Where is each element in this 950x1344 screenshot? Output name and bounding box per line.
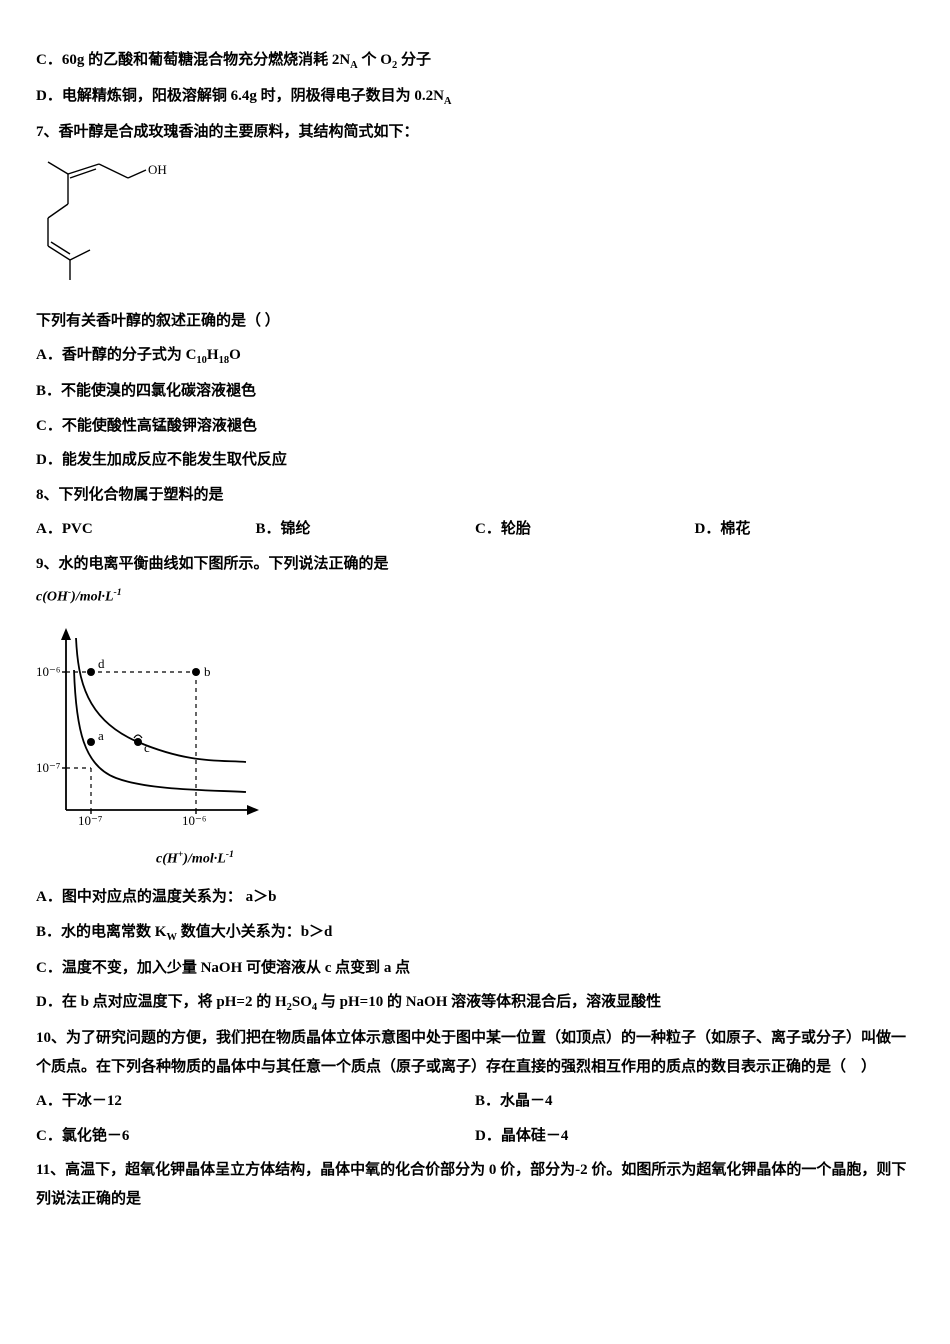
q9-d-mid: SO [292, 994, 312, 1010]
q8-stem: 8、下列化合物属于塑料的是 [36, 481, 914, 510]
q7-option-d: D．能发生加成反应不能发生取代反应 [36, 446, 914, 475]
svg-text:a: a [98, 728, 104, 743]
q10-option-d: D．晶体硅－4 [475, 1122, 914, 1151]
q7-a-sub2: 18 [219, 355, 230, 366]
q9-b-sub: W [166, 932, 177, 943]
q10-option-c: C．氯化铯－6 [36, 1122, 475, 1151]
q9-chart: 10⁻⁶ 10⁻⁷ 10⁻⁷ 10⁻⁶ a b c d [36, 620, 914, 841]
svg-text:d: d [98, 656, 105, 671]
q6-c-tail: 个 O [358, 52, 392, 68]
q8-options: A．PVC B．锦纶 C．轮胎 D．棉花 [36, 515, 914, 544]
q8-option-a: A．PVC [36, 515, 256, 544]
svg-text:10⁻⁶: 10⁻⁶ [182, 813, 206, 828]
q9-d-pre: D．在 b 点对应温度下，将 pH=2 的 H [36, 994, 287, 1010]
q7-option-a: A．香叶醇的分子式为 C10H18O [36, 341, 914, 371]
q6-c-text: C．60g 的乙酸和葡萄糖混合物充分燃烧消耗 2N [36, 52, 350, 68]
q7-structure-figure: OH [36, 154, 914, 295]
q7-a-end: O [229, 347, 241, 363]
molecule-svg: OH [36, 154, 176, 284]
q6-option-d: D．电解精炼铜，阳极溶解铜 6.4g 时，阴极得电子数目为 0.2NA [36, 82, 914, 112]
q10-option-a: A．干冰－12 [36, 1087, 475, 1116]
svg-text:b: b [204, 664, 211, 679]
svg-text:10⁻⁷: 10⁻⁷ [36, 760, 60, 775]
q9-xlabel: c(H+)/mol·L-1 [156, 846, 914, 873]
q9-option-d: D．在 b 点对应温度下，将 pH=2 的 H2SO4 与 pH=10 的 Na… [36, 988, 914, 1018]
q7-a-sub1: 10 [196, 355, 207, 366]
q10-option-b: B．水晶－4 [475, 1087, 914, 1116]
oh-label: OH [148, 162, 167, 177]
ionization-curve-svg: 10⁻⁶ 10⁻⁷ 10⁻⁷ 10⁻⁶ a b c d [36, 620, 276, 830]
q7-a-pre: A．香叶醇的分子式为 C [36, 347, 196, 363]
q7-after-fig: 下列有关香叶醇的叙述正确的是（ ） [36, 307, 914, 336]
q7-option-c: C．不能使酸性高锰酸钾溶液褪色 [36, 412, 914, 441]
svg-text:10⁻⁶: 10⁻⁶ [36, 664, 60, 679]
q7-a-mid: H [207, 347, 219, 363]
q9-b-post: 数值大小关系为：b＞d [177, 924, 332, 940]
q10-options-row2: C．氯化铯－6 D．晶体硅－4 [36, 1122, 914, 1151]
q10-options-row1: A．干冰－12 B．水晶－4 [36, 1087, 914, 1116]
q7-stem: 7、香叶醇是合成玫瑰香油的主要原料，其结构简式如下： [36, 118, 914, 147]
sub-na: A [350, 60, 358, 71]
q9-d-post: 与 pH=10 的 NaOH 溶液等体积混合后，溶液显酸性 [317, 994, 661, 1010]
q9-option-c: C．温度不变，加入少量 NaOH 可使溶液从 c 点变到 a 点 [36, 954, 914, 983]
q9-option-b: B．水的电离常数 KW 数值大小关系为：b＞d [36, 918, 914, 948]
q8-option-b: B．锦纶 [256, 515, 476, 544]
q9-ylabel: c(OH-)/mol·L-1 [36, 584, 914, 611]
q10-stem: 10、为了研究问题的方便，我们把在物质晶体立体示意图中处于图中某一位置（如顶点）… [36, 1024, 914, 1081]
q9-option-a: A．图中对应点的温度关系为： a＞b [36, 883, 914, 912]
svg-text:10⁻⁷: 10⁻⁷ [78, 813, 102, 828]
svg-text:c: c [144, 740, 150, 755]
q6-c-tail2: 分子 [397, 52, 431, 68]
sub-na2: A [444, 96, 452, 107]
q7-option-b: B．不能使溴的四氯化碳溶液褪色 [36, 377, 914, 406]
q6-option-c: C．60g 的乙酸和葡萄糖混合物充分燃烧消耗 2NA 个 O2 分子 [36, 46, 914, 76]
q11-stem: 11、高温下，超氧化钾晶体呈立方体结构，晶体中氧的化合价部分为 0 价，部分为-… [36, 1156, 914, 1213]
q9-b-pre: B．水的电离常数 K [36, 924, 166, 940]
q8-option-c: C．轮胎 [475, 515, 695, 544]
q8-option-d: D．棉花 [695, 515, 915, 544]
q9-stem: 9、水的电离平衡曲线如下图所示。下列说法正确的是 [36, 550, 914, 579]
q6-d-text: D．电解精炼铜，阳极溶解铜 6.4g 时，阴极得电子数目为 0.2N [36, 88, 444, 104]
